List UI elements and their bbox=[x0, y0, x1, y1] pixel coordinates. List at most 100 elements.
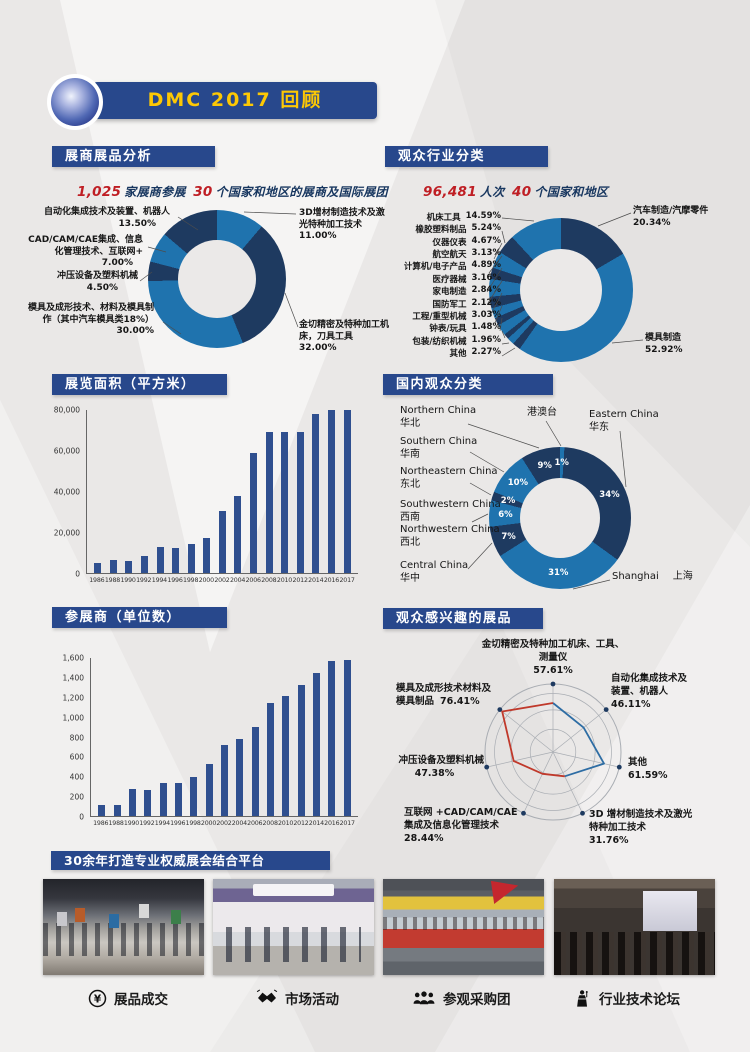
bar bbox=[159, 783, 167, 816]
section-heading-visitor-interest: 观众感兴趣的展品 bbox=[383, 608, 543, 629]
section-heading-visitor-industry: 观众行业分类 bbox=[385, 146, 548, 167]
visitor-interest-radar-chart bbox=[484, 681, 622, 821]
feature-label: 市场活动 bbox=[285, 992, 339, 1008]
bar bbox=[220, 744, 228, 816]
bar bbox=[250, 452, 258, 573]
donut-label: CAD/CAM/CAE集成、信息化管理技术、互联网+ 7.00% bbox=[28, 235, 143, 269]
donut-percent-label: 9% bbox=[537, 460, 552, 471]
donut-percent-label: 1% bbox=[554, 458, 569, 469]
donut-hole bbox=[520, 249, 602, 331]
donut-label: 汽车制造/汽摩零件 20.34% bbox=[633, 206, 709, 228]
bar bbox=[156, 546, 164, 573]
bar bbox=[296, 432, 304, 573]
visitor-industry-donut-chart bbox=[489, 218, 633, 362]
bar bbox=[172, 547, 180, 573]
bar bbox=[343, 659, 351, 816]
donut-label: 模具及成形技术、材料及模具制作（其中汽车模具类18%）30.00% bbox=[27, 303, 154, 337]
radar-axis-label: 互联网 +CAD/CAM/CAE 集成及信息化管理技术 28.44% bbox=[404, 807, 518, 844]
bar bbox=[141, 555, 149, 573]
feature-market-activities: 市场活动 bbox=[256, 988, 339, 1008]
industry-label-row: 仪器仪表 4.67% bbox=[432, 235, 501, 248]
bar bbox=[234, 495, 242, 573]
domestic-visitors-donut-chart: 1% 34% 31% 7% 6% 2% 10% 9% bbox=[489, 447, 631, 589]
x-axis-labels: 1986 1988 1990 1992 1994 1996 1998 2000 2002 2004… bbox=[93, 820, 355, 827]
donut-percent-label: 10% bbox=[507, 478, 529, 489]
radar-axis-label: 金切精密及特种加工机床、工具、测量仪 57.61% bbox=[481, 639, 625, 676]
visitor-stat-line: 96,481 人次 40 个国家和地区 bbox=[420, 183, 608, 200]
feature-label: 展品成交 bbox=[114, 992, 168, 1008]
bar bbox=[327, 410, 335, 573]
donut-percent-label: 6% bbox=[498, 509, 513, 520]
donut-label: 3D增材制造技术及激光特种加工技术 11.00% bbox=[299, 208, 385, 242]
region-label: 港澳台 bbox=[527, 407, 557, 418]
industry-label-row: 橡胶塑料制品 5.24% bbox=[415, 223, 501, 236]
section-heading-exhibitor-analysis: 展商展品分析 bbox=[52, 146, 215, 167]
bar bbox=[297, 684, 305, 816]
region-label: Central China 华中 bbox=[400, 560, 469, 584]
bar bbox=[251, 726, 259, 816]
region-label: Eastern China 华东 bbox=[589, 409, 659, 433]
bar bbox=[312, 414, 320, 573]
section-heading-exhibitor-count: 参展商（单位数） bbox=[52, 607, 227, 628]
y-axis-labels: 80,000 60,000 40,000 20,000 0 bbox=[53, 405, 80, 579]
y-axis-labels: 1,600 1,400 1,200 1,000 800 600 400 200 0 bbox=[62, 653, 84, 822]
donut-percent-label: 7% bbox=[501, 531, 516, 542]
exhibitor-products-donut-chart bbox=[148, 210, 286, 348]
plot-area bbox=[86, 410, 358, 574]
bar bbox=[128, 789, 136, 816]
industry-label-row: 计算机/电子产品 4.89% bbox=[403, 260, 501, 273]
bar bbox=[205, 763, 213, 816]
industry-label-row: 机床工具 14.59% bbox=[426, 211, 501, 223]
donut-percent-label: 2% bbox=[500, 496, 516, 507]
svg-text:¥: ¥ bbox=[94, 993, 102, 1005]
people-group-icon bbox=[413, 991, 435, 1005]
industry-label-row: 其他 2.27% bbox=[449, 346, 501, 359]
industry-label-row: 工程/重型机械 3.03% bbox=[412, 309, 501, 322]
bar bbox=[203, 538, 211, 573]
section-heading-exhibition-area: 展览面积（平方米） bbox=[52, 374, 227, 395]
bar bbox=[144, 790, 152, 816]
feature-buyer-delegations: 参观采购团 bbox=[412, 988, 511, 1008]
bar bbox=[190, 777, 198, 816]
bar bbox=[281, 432, 289, 573]
region-label: Northeastern China 东北 bbox=[400, 466, 498, 490]
photo-exhibition-hall bbox=[43, 879, 204, 975]
industry-label-row: 包装/纺织机械 1.96% bbox=[412, 334, 501, 347]
feature-technical-forum: 行业技术论坛 bbox=[574, 988, 680, 1008]
bar bbox=[343, 410, 351, 573]
x-axis-labels: 1986 1988 1990 1992 1994 1996 1998 2000 2002 2004… bbox=[89, 577, 355, 584]
exhibitor-count-number: 1,025 bbox=[77, 184, 122, 200]
industry-label-row: 家电制造 2.84% bbox=[432, 285, 501, 298]
region-label: Southern China 华南 bbox=[400, 436, 478, 460]
donut-percent-label: 34% bbox=[599, 489, 620, 500]
region-label: Northern China 华北 bbox=[400, 405, 477, 429]
radar-axis-label: 3D 增材制造技术及激光特种加工技术 31.76% bbox=[589, 809, 693, 846]
country-count-number: 30 bbox=[193, 184, 213, 200]
bar bbox=[265, 432, 273, 573]
page-title: DMC 2017 回顾 bbox=[147, 89, 323, 111]
visitor-count-number: 96,481 bbox=[423, 184, 477, 200]
bar bbox=[328, 661, 336, 816]
industry-label-row: 航空航天 3.13% bbox=[432, 248, 501, 261]
bar bbox=[312, 672, 320, 816]
donut-label: 冲压设备及塑料机械 4.50% bbox=[56, 271, 138, 293]
section-heading-platform: 30余年打造专业权威展会结合平台 bbox=[51, 851, 330, 870]
bar bbox=[94, 562, 102, 573]
exhibition-area-bar-chart: 80,000 60,000 40,000 20,000 0 1986 1988 1990 19… bbox=[54, 406, 358, 584]
bar bbox=[187, 544, 195, 573]
industry-label-row: 钟表/玩具 1.48% bbox=[429, 322, 501, 335]
bar bbox=[109, 559, 117, 573]
country-count-number: 40 bbox=[512, 184, 532, 200]
bar bbox=[98, 805, 106, 816]
photo-jcl-mould-booth bbox=[213, 879, 374, 975]
radar-axis-label: 模具及成形技术材料及模具制品 76.41% bbox=[396, 683, 492, 707]
radar-axis-label: 冲压设备及塑料机械 47.38% bbox=[398, 755, 484, 779]
feature-deals: ¥ 展品成交 bbox=[88, 988, 168, 1008]
donut-percent-label: 31% bbox=[548, 567, 569, 578]
section-heading-domestic-visitors: 国内观众分类 bbox=[383, 374, 553, 395]
bar bbox=[236, 739, 244, 816]
bar bbox=[113, 805, 121, 816]
industry-label-list: 机床工具 14.59% 橡胶塑料制品 5.24% 仪器仪表 4.67% 航空航天 3.13% 计… bbox=[387, 211, 501, 359]
yen-circle-icon: ¥ bbox=[88, 989, 107, 1007]
